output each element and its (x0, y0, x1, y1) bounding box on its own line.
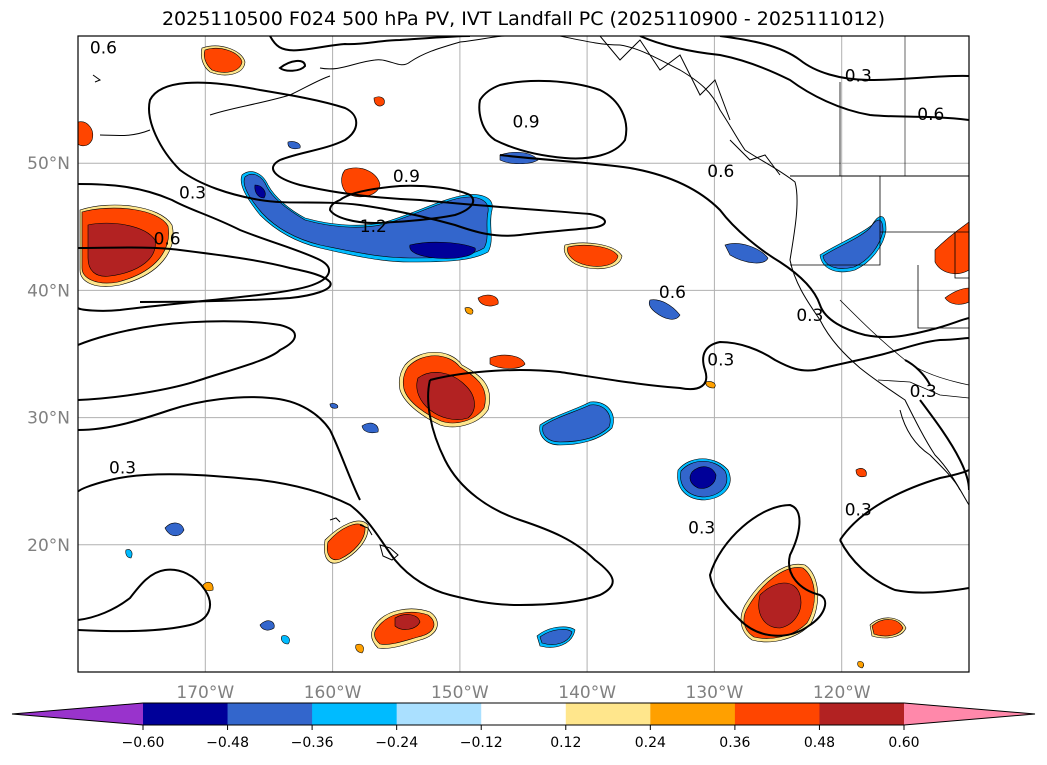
colorbar-segment (396, 703, 482, 725)
colorbar-extend-max (904, 703, 1035, 725)
contour-0.9 (148, 81, 606, 237)
colorbar-segment (481, 703, 567, 725)
contour-label: 0.9 (393, 167, 420, 187)
contour-labels: 0.6 0.3 0.6 0.9 0.6 0.9 0.3 1.2 0.6 0.6 0.3 0.3 0.3 0… (90, 39, 944, 539)
latitude-label: 40°N (27, 281, 70, 301)
contour-0.6-north (269, 36, 471, 52)
colorbar-tick-label: −0.36 (291, 735, 334, 751)
pv-contours (78, 36, 969, 637)
colorbar-segment (143, 703, 229, 725)
contour-0.3-mid (429, 337, 969, 390)
contour-label: 0.3 (179, 184, 206, 204)
contour-label: 1.2 (360, 217, 387, 237)
colorbar-tick-label: −0.48 (206, 735, 249, 751)
colorbar: −0.60 −0.48 −0.36 −0.24 −0.12 0.12 0.24 0.36 0.4… (11, 702, 1036, 751)
colorbar-tick-label: 0.12 (550, 735, 581, 751)
contour-0.6 (78, 246, 332, 303)
longitude-label: 170°W (176, 683, 234, 703)
negative-anomaly-fills (125, 141, 887, 648)
coastlines (92, 36, 969, 561)
latitude-label: 30°N (27, 409, 70, 429)
colorbar-tick-label: 0.60 (888, 735, 919, 751)
contour-label: 0.3 (707, 350, 734, 370)
longitude-label: 160°W (304, 683, 362, 703)
longitude-label: 150°W (431, 683, 489, 703)
map-background (78, 36, 969, 672)
contour-label: 0.3 (845, 500, 872, 520)
contour-label: 0.3 (845, 67, 872, 87)
contour-0.3-north (78, 183, 330, 312)
latitude-labels: 50°N 40°N 30°N 20°N (27, 154, 70, 556)
contour-label: 0.6 (154, 230, 181, 250)
contour-label: 0.9 (513, 112, 540, 132)
positive-anomaly-fills (78, 45, 969, 669)
contour-0.9-upper (478, 79, 628, 160)
latitude-label: 50°N (27, 154, 70, 174)
colorbar-tick-label: −0.60 (122, 735, 165, 751)
contour-label: 0.3 (109, 458, 136, 478)
colorbar-tick-label: 0.36 (719, 735, 750, 751)
contour-label: 0.3 (688, 518, 715, 538)
map-frame (77, 35, 970, 673)
colorbar-tick-label: −0.12 (460, 735, 503, 751)
contour-label: 0.6 (659, 283, 686, 303)
colorbar-segment (312, 703, 398, 725)
colorbar-tick-label: 0.24 (635, 735, 666, 751)
longitude-label: 130°W (686, 683, 744, 703)
longitude-labels: 170°W 160°W 150°W 140°W 130°W 120°W (176, 683, 870, 703)
colorbar-segment (819, 703, 905, 725)
contour-0.3-south (708, 503, 827, 637)
contour-label: 0.6 (90, 39, 117, 59)
contour-label: 0.6 (707, 162, 734, 182)
contour-0.6-mid (499, 154, 969, 339)
longitude-label: 140°W (558, 683, 616, 703)
colorbar-segment (565, 703, 651, 725)
colorbar-segment (227, 703, 313, 725)
colorbar-extend-min (12, 703, 143, 725)
colorbar-segment (650, 703, 736, 725)
longitude-label: 120°W (813, 683, 871, 703)
contour-label: 0.3 (910, 382, 937, 402)
contour-label: 0.3 (796, 306, 823, 326)
contour-1.2 (328, 184, 475, 225)
latitude-label: 20°N (27, 536, 70, 556)
colorbar-tick-label: −0.24 (375, 735, 418, 751)
colorbar-segment (734, 703, 820, 725)
colorbar-tick-label: 0.48 (804, 735, 835, 751)
plot-title: 2025110500 F024 500 hPa PV, IVT Landfall… (161, 8, 886, 30)
contour-label: 0.6 (917, 105, 944, 125)
